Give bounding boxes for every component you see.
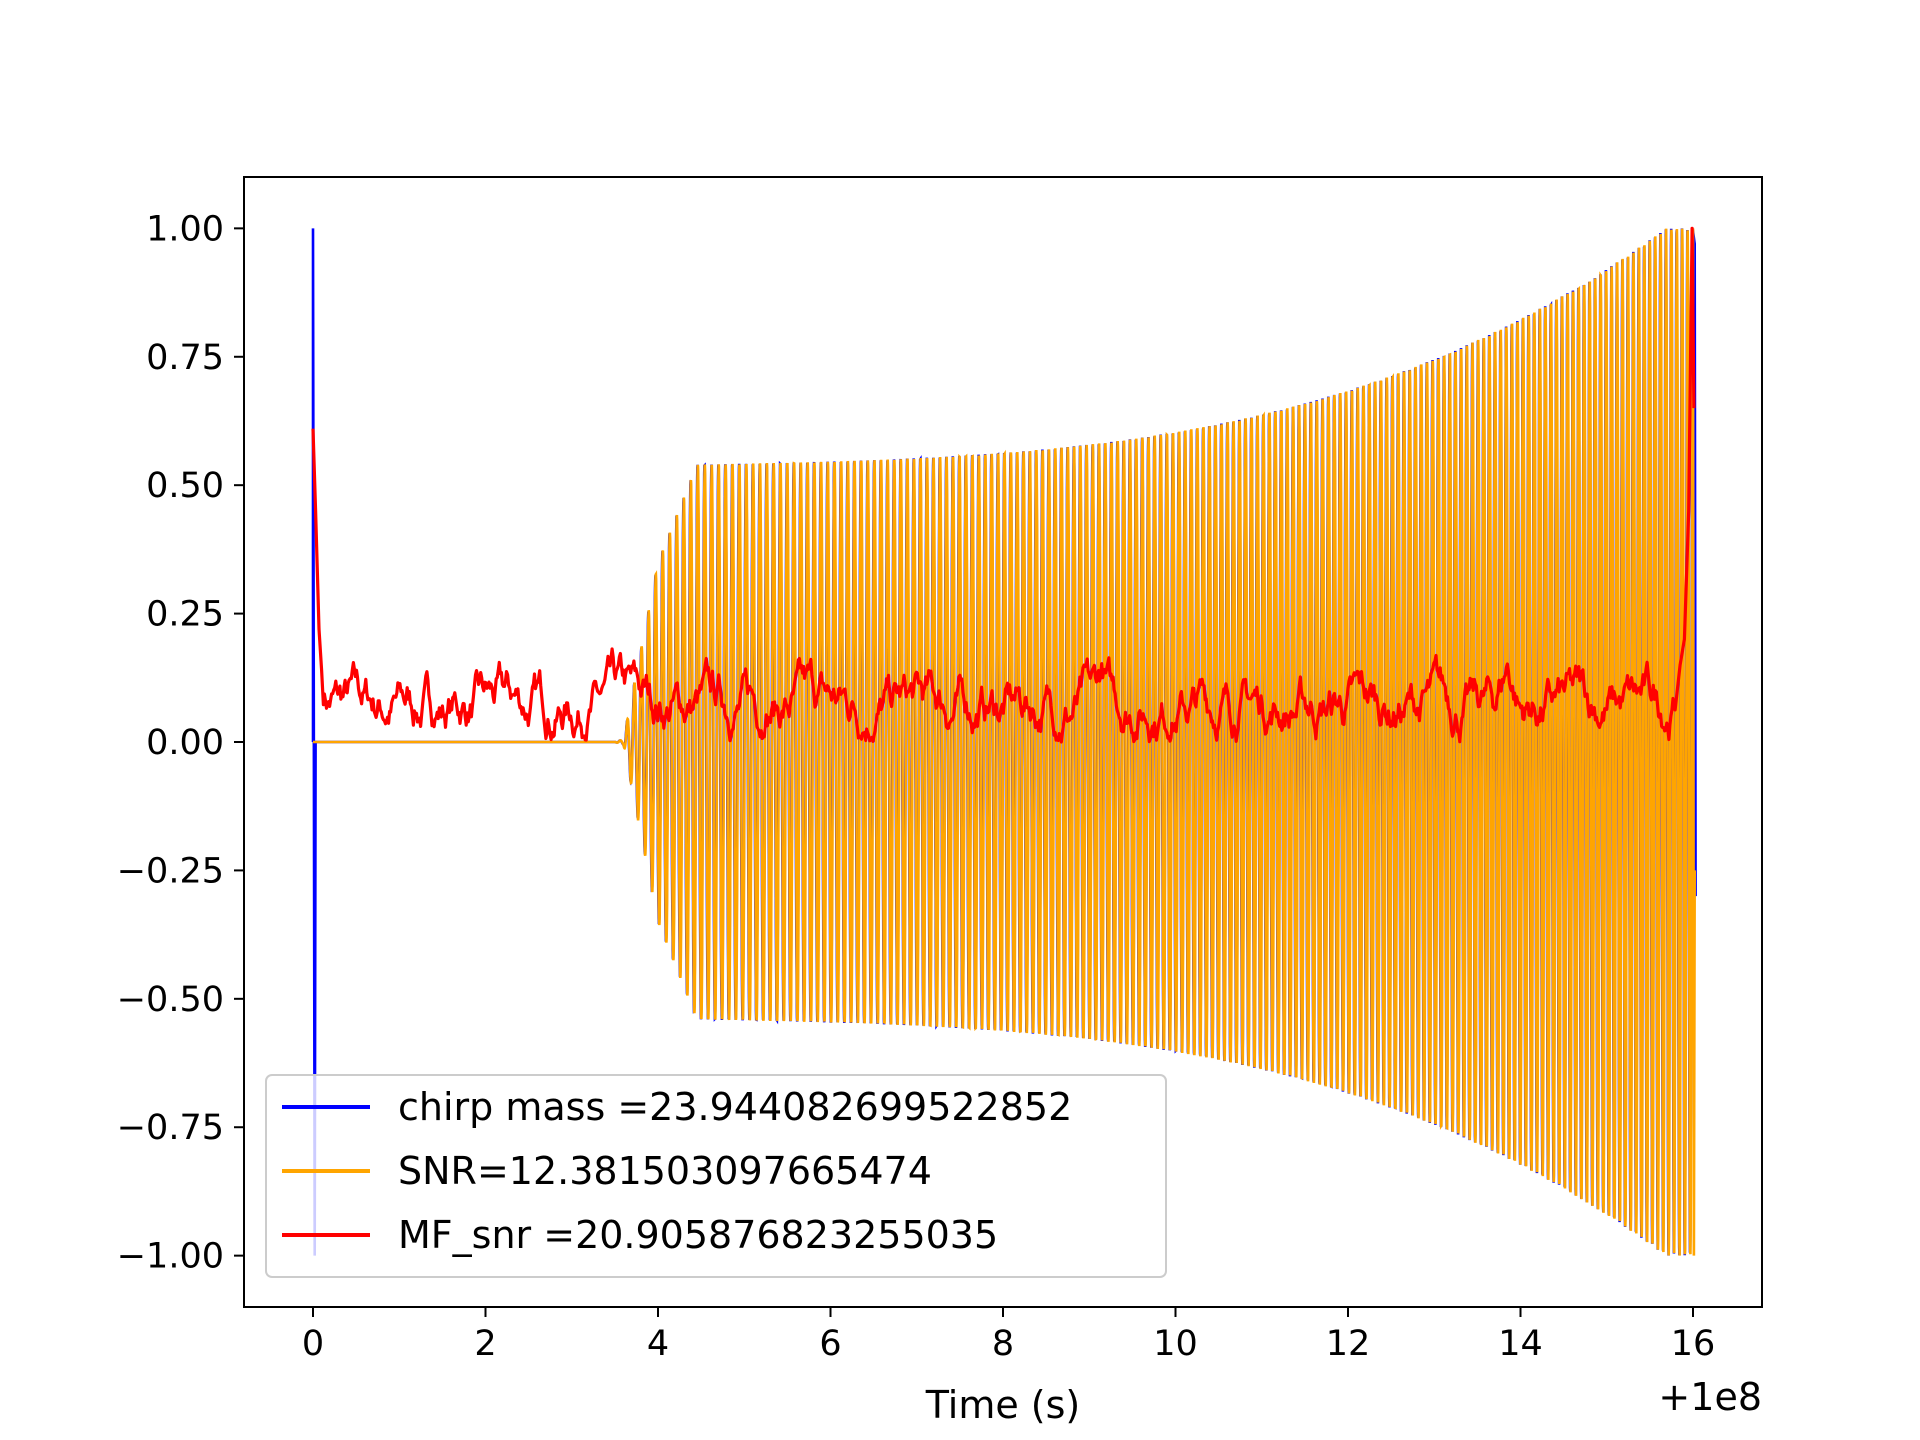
y-tick-label: −0.25: [117, 851, 224, 891]
y-tick-label: 1.00: [146, 209, 224, 249]
x-tick-label: 16: [1671, 1324, 1716, 1364]
series-line-snr: [313, 228, 1696, 1256]
x-tick-label: 12: [1326, 1324, 1371, 1364]
y-tick-label: −1.00: [117, 1237, 224, 1277]
series-line-mf-snr: [311, 226, 1696, 744]
legend: chirp mass =23.944082699522852 SNR=12.381…: [265, 1074, 1167, 1278]
x-axis-offset-label: +1e8: [1658, 1375, 1762, 1419]
x-tick-label: 14: [1498, 1324, 1543, 1364]
x-tick-label: 10: [1153, 1324, 1198, 1364]
legend-entry-label: MF_snr =20.905876823255035: [398, 1213, 998, 1257]
y-tick-label: −0.50: [117, 980, 224, 1020]
y-tick-label: 0.50: [146, 466, 224, 506]
x-tick-label: 0: [302, 1324, 324, 1364]
x-tick-label: 8: [992, 1324, 1014, 1364]
y-tick-label: −0.75: [117, 1108, 224, 1148]
legend-entry-label: chirp mass =23.944082699522852: [398, 1085, 1072, 1129]
y-axis-ticks: 1.00 0.75 0.50 0.25 0.00 −0.25 −0.50 −0.75 −1.00: [117, 209, 244, 1277]
y-tick-label: 0.25: [146, 595, 224, 635]
y-tick-label: 0.75: [146, 338, 224, 378]
plot-area: [311, 226, 1697, 1256]
y-tick-label: 0.00: [146, 723, 224, 763]
x-tick-label: 4: [647, 1324, 669, 1364]
legend-box: [265, 1074, 1167, 1278]
x-tick-label: 2: [474, 1324, 496, 1364]
legend-entry-label: SNR=12.381503097665474: [398, 1149, 932, 1193]
x-axis-label: Time (s): [925, 1383, 1081, 1427]
x-tick-label: 6: [819, 1324, 841, 1364]
x-axis-ticks: 0 2 4 6 8 10 12 14 16: [302, 1307, 1715, 1364]
